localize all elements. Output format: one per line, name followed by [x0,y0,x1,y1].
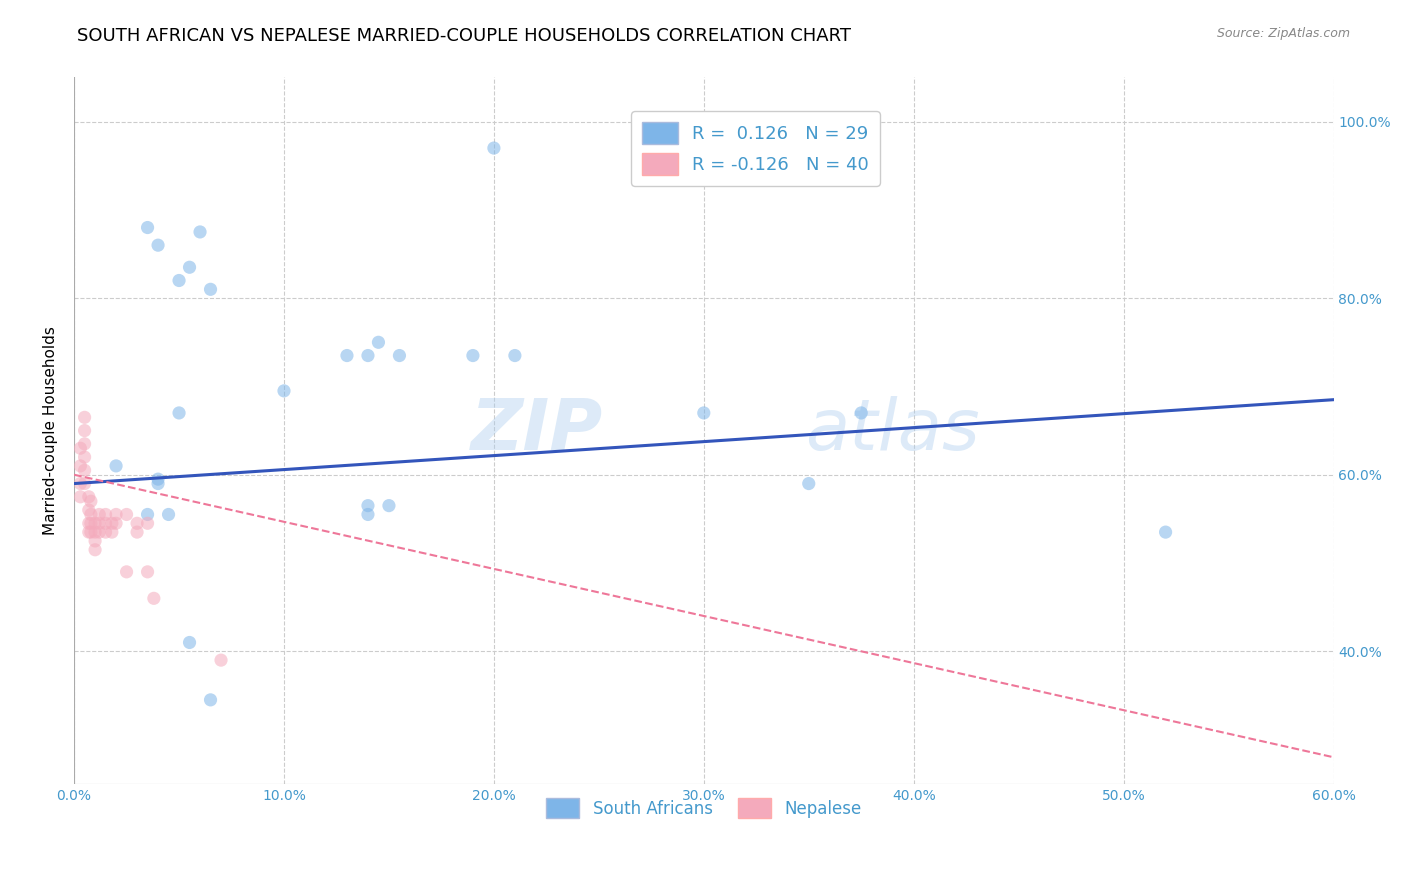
Point [94,525,117,540]
Point [94,508,117,522]
Point [115,508,138,522]
Text: SOUTH AFRICAN VS NEPALESE MARRIED-COUPLE HOUSEHOLDS CORRELATION CHART: SOUTH AFRICAN VS NEPALESE MARRIED-COUPLE… [77,27,851,45]
Point [388,349,411,363]
Point [80,516,103,531]
Point [101,516,124,531]
Point [77,490,100,504]
Point [200,282,222,296]
Point [797,476,820,491]
Point [482,141,505,155]
Point [73,410,96,425]
Point [503,349,526,363]
Text: atlas: atlas [804,396,979,465]
Point [146,238,169,252]
Text: Source: ZipAtlas.com: Source: ZipAtlas.com [1216,27,1350,40]
Point [80,494,103,508]
Point [336,349,359,363]
Point [77,525,100,540]
Point [80,508,103,522]
Point [136,220,159,235]
Point [157,508,180,522]
Point [146,476,169,491]
Point [80,525,103,540]
Point [69,458,91,473]
Point [179,635,201,649]
Point [357,499,380,513]
Point [125,525,148,540]
Point [851,406,873,420]
Point [73,476,96,491]
Point [142,591,165,606]
Point [73,437,96,451]
Point [69,490,91,504]
Point [89,516,111,531]
Legend: South Africans, Nepalese: South Africans, Nepalese [540,791,869,825]
Point [378,499,401,513]
Point [84,533,107,548]
Point [167,273,190,287]
Point [94,516,117,531]
Point [84,516,107,531]
Point [200,693,222,707]
Point [73,450,96,464]
Point [209,653,232,667]
Point [367,335,389,350]
Y-axis label: Married-couple Households: Married-couple Households [44,326,58,535]
Point [273,384,295,398]
Point [101,525,124,540]
Point [136,516,159,531]
Point [115,565,138,579]
Point [77,516,100,531]
Point [146,472,169,486]
Point [1154,525,1177,540]
Point [167,406,190,420]
Point [357,349,380,363]
Point [357,508,380,522]
Point [69,442,91,456]
Point [188,225,211,239]
Point [73,463,96,477]
Point [136,508,159,522]
Point [136,565,159,579]
Point [73,424,96,438]
Point [461,349,484,363]
Point [105,458,128,473]
Point [84,542,107,557]
Point [89,508,111,522]
Point [105,516,128,531]
Text: ZIP: ZIP [471,396,603,465]
Point [84,525,107,540]
Point [89,525,111,540]
Point [693,406,716,420]
Point [105,508,128,522]
Point [179,260,201,275]
Point [125,516,148,531]
Point [69,476,91,491]
Point [77,503,100,517]
